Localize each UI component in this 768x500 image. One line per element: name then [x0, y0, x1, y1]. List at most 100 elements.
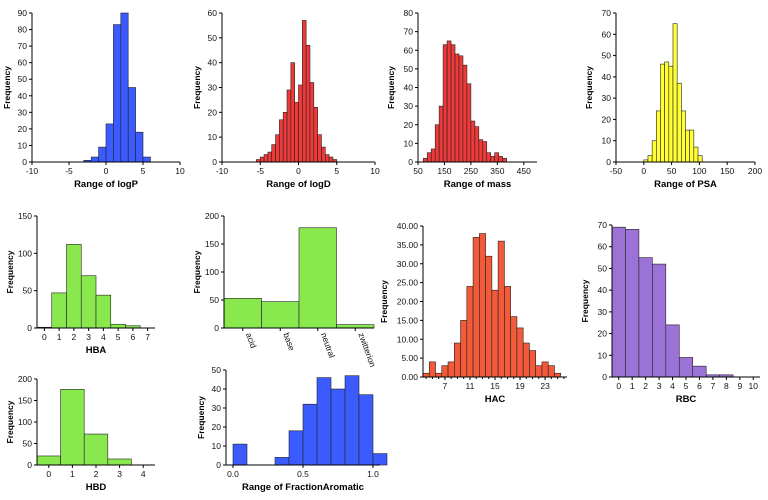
ytick-label: 50: [598, 263, 608, 273]
ytick-label: 50: [23, 439, 33, 449]
ytick-label: 40: [212, 384, 222, 394]
bar-fracarom: [344, 375, 360, 466]
ytick-label: 35.00: [397, 240, 419, 250]
bar-hac: [497, 240, 505, 378]
ytick-label: 0: [216, 460, 221, 470]
bar-mass: [454, 53, 460, 163]
y-axis-label: Frequency: [192, 66, 202, 109]
xtick-label: 11: [466, 381, 475, 391]
bar-fracarom: [330, 388, 346, 466]
bar-logd: [305, 44, 311, 163]
bar-hac: [454, 342, 461, 378]
bar-psa: [656, 110, 661, 163]
y-axis-label: Frequency: [192, 250, 202, 293]
bar-charge-neutral: [298, 227, 337, 329]
bar-rbc: [625, 229, 640, 378]
bar-mass: [422, 157, 428, 163]
ytick-label: 200: [18, 374, 32, 384]
bar-psa: [693, 146, 699, 163]
y-axis-label: Frequency: [580, 279, 590, 322]
ytick-label: 50: [404, 64, 414, 74]
ytick-label: 30: [404, 101, 414, 111]
ytick-label: 10: [404, 138, 414, 148]
chart-mass: 50 150 250 350 450 0 10 20 30 40 50 60 70 80 Range of …: [386, 8, 537, 190]
xtick-label: 1.0: [367, 469, 379, 479]
chart-hbd: 0 1 2 3 4 0 50 100 150 200 HBD Frequency: [5, 374, 155, 493]
bar-hac: [485, 255, 493, 378]
ytick-label: 20.00: [397, 297, 419, 307]
chart-logp: -10 -5 0 5 10 0 10 20 30 40 50 60 70 80 90 Range of log…: [2, 8, 185, 190]
ytick-label: 30: [18, 107, 28, 117]
y-axis-label: Frequency: [584, 66, 594, 109]
bar-hac: [466, 286, 474, 378]
bar-hac: [447, 361, 455, 378]
ytick-label: 10: [602, 136, 612, 146]
xtick-label: 23: [540, 381, 550, 391]
ytick-label: 40: [598, 285, 608, 295]
xtick-label: 0.0: [227, 469, 239, 479]
bar-rbc: [652, 263, 667, 378]
bar-fracarom: [372, 453, 388, 466]
bar-hac: [541, 361, 549, 378]
bar-logd: [271, 144, 276, 163]
bar-hac: [516, 327, 524, 378]
bar-psa: [647, 155, 653, 163]
xtick-label: 3: [117, 469, 122, 479]
ytick-label: 20: [602, 114, 612, 124]
ytick-label: 90: [18, 8, 28, 18]
bar-rbc: [678, 357, 694, 378]
xtick-label: 0: [46, 469, 51, 479]
bar-hac: [472, 237, 480, 378]
ytick-label: 150: [18, 211, 32, 221]
x-axis-label: Range of PSA: [654, 179, 717, 190]
ytick-label: 150: [205, 239, 219, 249]
bar-logp: [142, 156, 151, 163]
ytick-label: 80: [404, 8, 414, 18]
xtick-label: 4: [670, 381, 675, 391]
xtick-label: 0.5: [297, 469, 309, 479]
bar-fracarom: [316, 377, 332, 466]
ytick-label: 40: [602, 72, 612, 82]
bar-logp: [135, 131, 144, 163]
xtick-label: 50: [667, 166, 677, 176]
bar-hac: [554, 372, 562, 378]
x-axis-label: Range of logP: [74, 179, 139, 190]
bar-hba: [110, 323, 126, 329]
ytick-label: 10.00: [397, 334, 419, 344]
xtick-label: 5: [116, 332, 121, 342]
bar-logd: [275, 134, 280, 163]
ytick-label: 150: [18, 396, 32, 406]
ytick-label: 0: [27, 323, 32, 333]
xtick-label-acid: acid: [244, 331, 259, 349]
ytick-label: 30: [602, 93, 612, 103]
bar-fracarom: [358, 394, 374, 466]
bar-psa: [660, 63, 665, 163]
bar-charge-zwitterion: [336, 324, 375, 329]
xtick-label: 8: [724, 381, 729, 391]
xtick-label: 0: [616, 381, 621, 391]
ytick-label: 0: [22, 157, 27, 167]
ytick-label: 50: [18, 74, 28, 84]
bar-charge-base: [261, 301, 300, 329]
xtick-label: 6: [697, 381, 702, 391]
bar-hac: [504, 286, 511, 378]
bar-mass: [458, 55, 464, 163]
bar-hac: [491, 289, 499, 378]
bar-hba: [51, 292, 67, 329]
bar-hbd: [107, 458, 132, 466]
ytick-label: 20: [598, 329, 608, 339]
y-axis-label: Frequency: [379, 280, 389, 323]
bar-logd: [290, 62, 295, 163]
bar-mass: [438, 105, 444, 163]
xtick-label: 10: [175, 166, 185, 176]
xtick-label: 15: [490, 381, 500, 391]
ytick-label: 30.00: [397, 259, 419, 269]
xtick-label: 3: [86, 332, 91, 342]
xtick-label: 6: [131, 332, 136, 342]
bar-logd: [302, 20, 307, 163]
y-axis-label: Frequency: [5, 250, 15, 293]
bar-mass: [442, 44, 448, 163]
xtick-label: 250: [464, 166, 478, 176]
ytick-label: 0: [214, 323, 219, 333]
